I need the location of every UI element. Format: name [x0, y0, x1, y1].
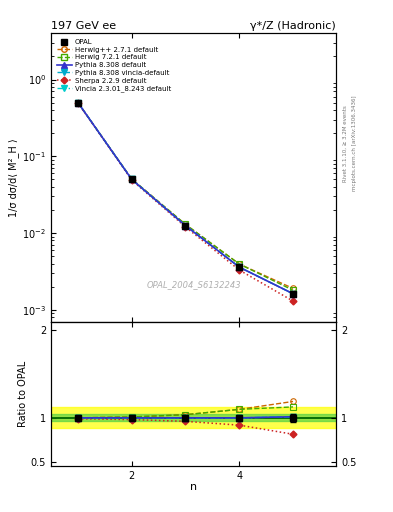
- Legend: OPAL, Herwig++ 2.7.1 default, Herwig 7.2.1 default, Pythia 8.308 default, Pythia: OPAL, Herwig++ 2.7.1 default, Herwig 7.2…: [55, 37, 173, 94]
- Text: mcplots.cern.ch [arXiv:1306.3436]: mcplots.cern.ch [arXiv:1306.3436]: [352, 96, 357, 191]
- Y-axis label: Ratio to OPAL: Ratio to OPAL: [18, 360, 28, 427]
- Text: 197 GeV ee: 197 GeV ee: [51, 21, 116, 31]
- X-axis label: n: n: [190, 482, 197, 492]
- Text: γ*/Z (Hadronic): γ*/Z (Hadronic): [250, 21, 336, 31]
- Text: OPAL_2004_S6132243: OPAL_2004_S6132243: [146, 280, 241, 289]
- Y-axis label: 1/σ dσ/d⟨ M²_H ⟩: 1/σ dσ/d⟨ M²_H ⟩: [9, 138, 20, 217]
- Text: Rivet 3.1.10, ≥ 3.2M events: Rivet 3.1.10, ≥ 3.2M events: [343, 105, 348, 182]
